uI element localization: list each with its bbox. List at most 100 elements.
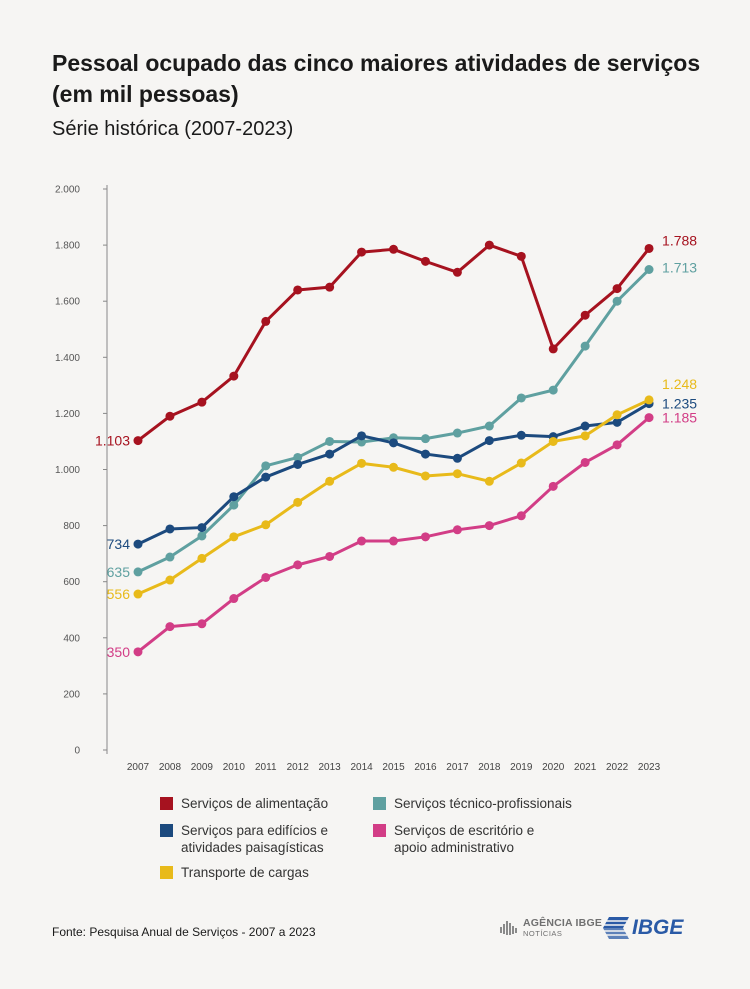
x-tick-label: 2015	[382, 762, 405, 773]
data-point-edificios	[133, 539, 143, 549]
data-point-cargas	[325, 476, 335, 486]
data-point-edificios	[325, 449, 335, 459]
data-point-escritorio	[357, 536, 367, 546]
data-label-last-edificios: 1.235	[662, 396, 697, 412]
x-tick-label: 2016	[414, 762, 437, 773]
chart-subtitle: Série histórica (2007-2023)	[52, 118, 294, 140]
data-point-edificios	[197, 523, 207, 533]
data-point-escritorio	[261, 572, 271, 582]
data-point-cargas	[580, 431, 590, 441]
data-point-tecnico	[580, 341, 590, 351]
ibge-mark-icon	[603, 917, 629, 939]
legend-label: Transporte de cargas	[181, 865, 309, 880]
data-point-alimentacao	[261, 316, 271, 326]
x-tick-label: 2011	[255, 762, 277, 773]
data-point-cargas	[612, 410, 622, 420]
data-point-edificios	[484, 436, 494, 446]
data-point-cargas	[644, 395, 654, 405]
data-point-cargas	[165, 575, 175, 585]
data-point-escritorio	[452, 525, 462, 535]
data-point-edificios	[580, 421, 590, 431]
data-point-alimentacao	[516, 251, 526, 261]
data-point-cargas	[293, 497, 303, 507]
x-tick-label: 2010	[223, 762, 246, 773]
data-point-escritorio	[484, 521, 494, 531]
data-point-tecnico	[612, 296, 622, 306]
y-tick-label: 200	[63, 689, 80, 700]
legend-item-cargas: Transporte de cargas	[160, 864, 309, 881]
x-tick-label: 2021	[574, 762, 597, 773]
data-point-tecnico	[484, 421, 494, 431]
data-point-alimentacao	[612, 284, 622, 294]
data-point-escritorio	[165, 622, 175, 632]
x-tick-label: 2017	[446, 762, 469, 773]
data-point-edificios	[420, 449, 430, 459]
series-line-tecnico	[136, 268, 651, 574]
data-point-cargas	[420, 471, 430, 481]
data-point-escritorio	[197, 619, 207, 629]
data-point-escritorio	[612, 440, 622, 450]
y-tick-label: 600	[63, 577, 80, 588]
x-tick-label: 2020	[542, 762, 565, 773]
legend-item-escritorio: Serviços de escritório e apoio administr…	[373, 822, 534, 856]
data-point-alimentacao	[197, 397, 207, 407]
x-tick-label: 2022	[606, 762, 629, 773]
data-point-edificios	[165, 524, 175, 534]
data-point-edificios	[612, 417, 622, 427]
data-point-alimentacao	[133, 436, 143, 446]
data-point-tecnico	[325, 436, 335, 446]
data-point-edificios	[516, 430, 526, 440]
data-point-cargas	[452, 469, 462, 479]
y-tick-label: 1.400	[55, 353, 80, 364]
data-point-tecnico	[644, 265, 654, 275]
data-point-tecnico	[548, 385, 558, 395]
data-point-tecnico	[197, 531, 207, 541]
data-point-edificios	[229, 492, 239, 502]
data-point-tecnico	[420, 434, 430, 444]
data-point-alimentacao	[165, 411, 175, 421]
x-tick-label: 2007	[127, 762, 150, 773]
legend-label: Serviços técnico-profissionais	[394, 796, 572, 811]
y-tick-label: 400	[63, 633, 80, 644]
legend-swatch-tecnico	[373, 797, 386, 810]
x-tick-label: 2013	[319, 762, 342, 773]
legend-item-alimentacao: Serviços de alimentação	[160, 795, 328, 812]
chart-title: Pessoal ocupado das cinco maiores ativid…	[52, 50, 701, 107]
data-label-last-cargas: 1.248	[662, 376, 697, 392]
data-point-tecnico	[516, 393, 526, 403]
data-point-alimentacao	[293, 285, 303, 295]
x-tick-label: 2012	[287, 762, 310, 773]
data-point-cargas	[261, 520, 271, 530]
source-note: Fonte: Pesquisa Anual de Serviços - 2007…	[52, 925, 316, 939]
y-tick-label: 1.000	[55, 465, 80, 476]
legend-label: Serviços de alimentação	[181, 796, 329, 811]
data-point-alimentacao	[548, 344, 558, 354]
data-point-tecnico	[229, 500, 239, 510]
data-point-escritorio	[389, 536, 399, 546]
data-label-first-alimentacao: 1.103	[95, 433, 130, 449]
data-point-alimentacao	[357, 247, 367, 257]
x-tick-label: 2009	[191, 762, 214, 773]
x-tick-label: 2023	[638, 762, 661, 773]
data-point-cargas	[229, 532, 239, 542]
legend-label: atividades paisagísticas	[181, 840, 324, 855]
data-point-edificios	[357, 431, 367, 441]
agencia-line1: AGÊNCIA IBGE	[523, 917, 603, 929]
legend-item-edificios: Serviços para edifícios e atividades pai…	[160, 822, 328, 856]
data-point-alimentacao	[389, 244, 399, 254]
data-label-last-tecnico: 1.713	[662, 260, 697, 276]
data-label-first-cargas: 556	[107, 586, 131, 602]
y-tick-label: 2.000	[55, 185, 80, 196]
data-point-edificios	[452, 453, 462, 463]
legend-swatch-escritorio	[373, 824, 386, 837]
data-point-escritorio	[516, 511, 526, 521]
line-chart: 0 200 400 600 800 1.000 1.200 1.400 1.600 1.800 2.…	[55, 185, 697, 774]
data-point-escritorio	[548, 481, 558, 491]
data-point-tecnico	[452, 428, 462, 438]
y-tick-label: 1.600	[55, 297, 80, 308]
data-point-alimentacao	[229, 371, 239, 381]
legend-swatch-edificios	[160, 824, 173, 837]
data-point-alimentacao	[325, 282, 335, 292]
data-point-escritorio	[325, 551, 335, 561]
data-point-escritorio	[580, 457, 590, 467]
